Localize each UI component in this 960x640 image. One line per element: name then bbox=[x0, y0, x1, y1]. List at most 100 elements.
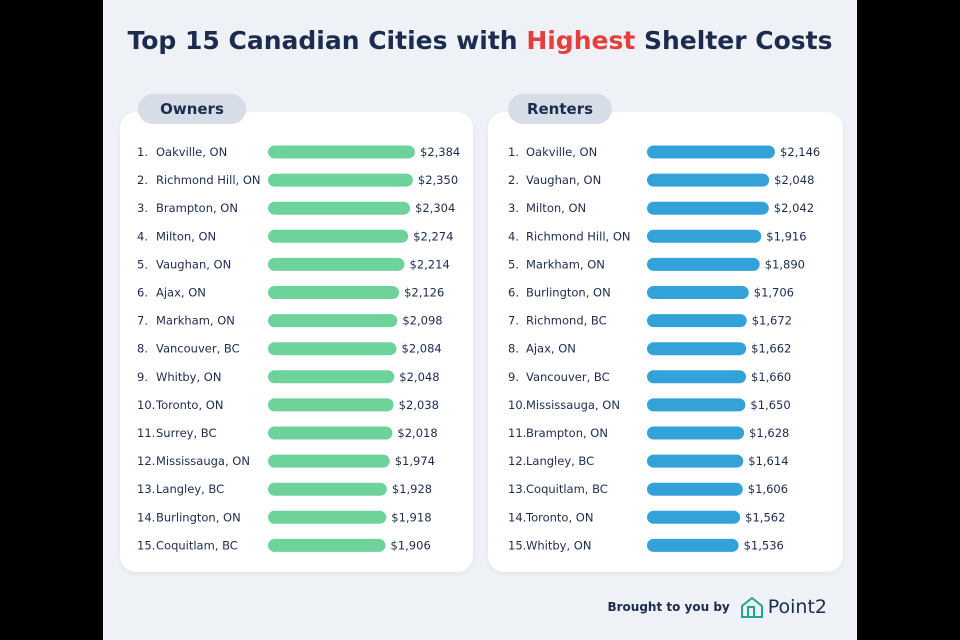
value-label: $1,974 bbox=[395, 454, 435, 468]
value-label: $1,918 bbox=[391, 510, 431, 524]
bar bbox=[647, 510, 741, 524]
rank-label: 4. bbox=[137, 229, 148, 243]
rank-label: 15. bbox=[137, 538, 155, 552]
value-label: $1,614 bbox=[748, 454, 788, 468]
category-label: Markham, ON bbox=[526, 257, 605, 271]
bar bbox=[268, 426, 393, 440]
value-label: $1,890 bbox=[765, 257, 805, 271]
footer: Brought to you by Point2 bbox=[607, 596, 827, 618]
rank-label: 14. bbox=[137, 510, 155, 524]
rank-label: 15. bbox=[508, 538, 526, 552]
rank-label: 1. bbox=[508, 145, 519, 159]
rank-label: 2. bbox=[508, 173, 519, 187]
value-label: $2,384 bbox=[420, 145, 460, 159]
rank-label: 14. bbox=[508, 510, 526, 524]
bar bbox=[647, 398, 746, 412]
rank-label: 5. bbox=[508, 257, 519, 271]
bar bbox=[647, 286, 749, 299]
value-label: $1,906 bbox=[391, 538, 431, 552]
category-label: Surrey, BC bbox=[156, 426, 217, 440]
category-label: Richmond, BC bbox=[526, 314, 607, 328]
category-label: Brampton, ON bbox=[526, 426, 608, 440]
category-label: Ajax, ON bbox=[156, 286, 206, 300]
category-label: Burlington, ON bbox=[156, 510, 241, 524]
bar bbox=[268, 173, 413, 187]
category-label: Mississauga, ON bbox=[526, 398, 620, 412]
value-label: $2,304 bbox=[415, 201, 455, 215]
bar bbox=[268, 257, 405, 271]
category-label: Burlington, ON bbox=[526, 286, 611, 300]
value-label: $1,672 bbox=[752, 314, 792, 328]
category-label: Richmond Hill, ON bbox=[156, 173, 260, 187]
category-label: Toronto, ON bbox=[155, 398, 223, 412]
bar bbox=[647, 173, 770, 187]
value-label: $2,018 bbox=[397, 426, 437, 440]
bar bbox=[647, 482, 743, 496]
category-label: Coquitlam, BC bbox=[526, 482, 608, 496]
category-label: Vancouver, BC bbox=[526, 370, 610, 384]
category-label: Mississauga, ON bbox=[156, 454, 250, 468]
bar bbox=[268, 145, 415, 159]
value-label: $2,038 bbox=[399, 398, 439, 412]
category-label: Brampton, ON bbox=[156, 201, 238, 215]
category-label: Ajax, ON bbox=[526, 342, 576, 356]
rank-label: 8. bbox=[137, 342, 148, 356]
value-label: $2,098 bbox=[402, 314, 442, 328]
bar bbox=[647, 426, 745, 440]
bar bbox=[647, 370, 747, 384]
value-label: $1,606 bbox=[748, 482, 788, 496]
renters-pill: Renters bbox=[508, 94, 612, 124]
category-label: Oakville, ON bbox=[156, 145, 227, 159]
category-label: Vancouver, BC bbox=[156, 342, 240, 356]
bar bbox=[268, 314, 398, 328]
value-label: $2,274 bbox=[413, 229, 453, 243]
value-label: $2,042 bbox=[774, 201, 814, 215]
value-label: $2,126 bbox=[404, 286, 444, 300]
bar bbox=[268, 482, 387, 496]
rank-label: 1. bbox=[137, 145, 148, 159]
category-label: Langley, BC bbox=[526, 454, 594, 468]
category-label: Vaughan, ON bbox=[156, 257, 231, 271]
category-label: Whitby, ON bbox=[156, 370, 221, 384]
rank-label: 5. bbox=[137, 257, 148, 271]
rank-label: 11. bbox=[137, 426, 155, 440]
rank-label: 7. bbox=[137, 314, 148, 328]
rank-label: 10. bbox=[137, 398, 155, 412]
rank-label: 6. bbox=[137, 286, 148, 300]
rank-label: 13. bbox=[137, 482, 155, 496]
bar bbox=[268, 201, 411, 215]
category-label: Oakville, ON bbox=[526, 145, 597, 159]
value-label: $2,048 bbox=[774, 173, 814, 187]
rank-label: 10. bbox=[508, 398, 526, 412]
rank-label: 8. bbox=[508, 342, 519, 356]
bar bbox=[268, 342, 397, 356]
value-label: $1,706 bbox=[754, 286, 794, 300]
category-label: Milton, ON bbox=[156, 229, 216, 243]
category-label: Markham, ON bbox=[156, 314, 235, 328]
value-label: $2,350 bbox=[418, 173, 458, 187]
rank-label: 6. bbox=[508, 286, 519, 300]
rank-label: 9. bbox=[508, 370, 519, 384]
value-label: $2,048 bbox=[399, 370, 439, 384]
bar bbox=[647, 257, 760, 271]
rank-label: 3. bbox=[508, 201, 519, 215]
rank-label: 9. bbox=[137, 370, 148, 384]
title-highlight: Highest bbox=[526, 26, 636, 55]
bar bbox=[647, 538, 739, 552]
bar bbox=[268, 229, 409, 243]
value-label: $1,662 bbox=[751, 342, 791, 356]
bar bbox=[268, 538, 386, 552]
bar bbox=[647, 201, 769, 215]
bar bbox=[647, 342, 747, 356]
rank-label: 12. bbox=[137, 454, 155, 468]
value-label: $1,660 bbox=[751, 370, 791, 384]
value-label: $2,214 bbox=[410, 257, 450, 271]
bar bbox=[647, 314, 747, 328]
bar-charts: 1. Oakville, ON $2,384 2. Richmond Hill, ON $… bbox=[137, 145, 820, 552]
rank-label: 13. bbox=[508, 482, 526, 496]
value-label: $1,562 bbox=[745, 510, 785, 524]
category-label: Richmond Hill, ON bbox=[526, 229, 630, 243]
value-label: $1,650 bbox=[750, 398, 790, 412]
rank-label: 12. bbox=[508, 454, 526, 468]
bar bbox=[268, 398, 394, 412]
